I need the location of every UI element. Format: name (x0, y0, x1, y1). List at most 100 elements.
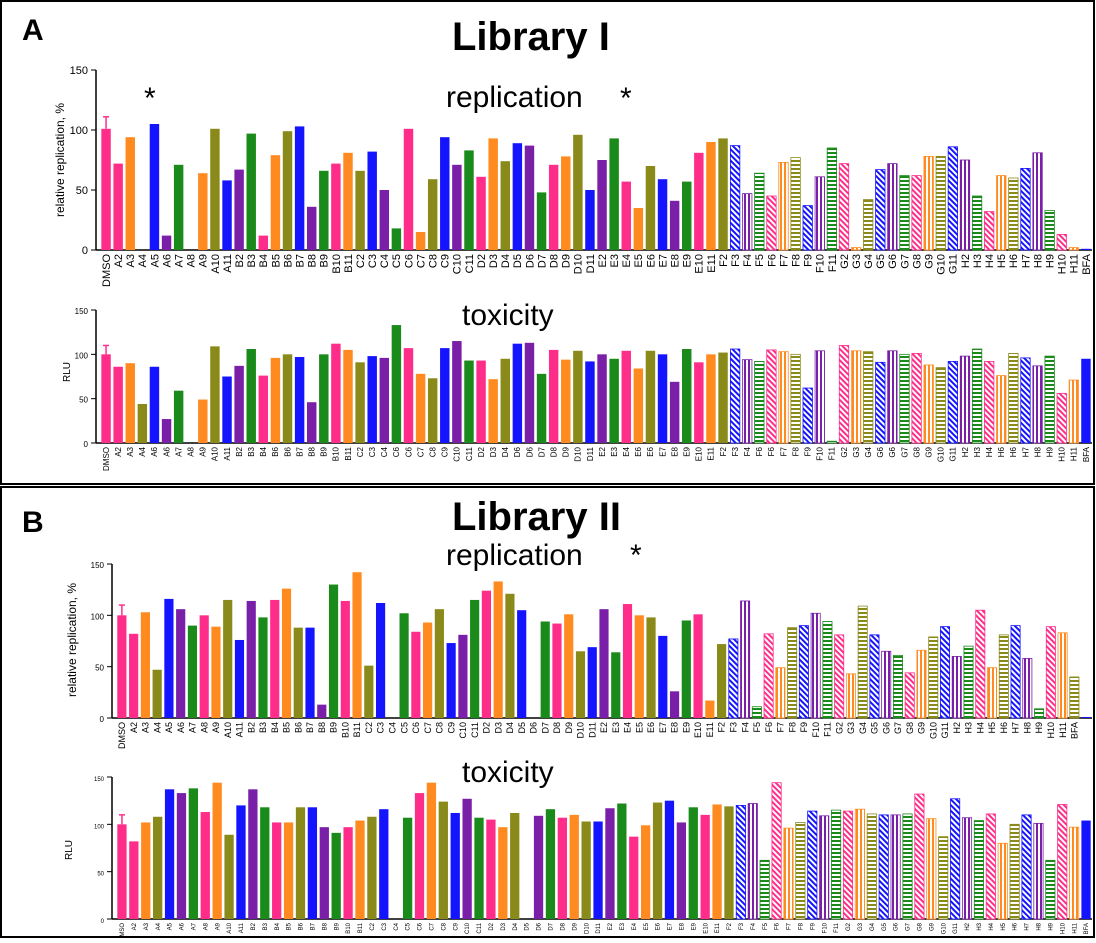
bar (164, 598, 174, 718)
bar (224, 834, 234, 919)
x-tick-label: A2 (129, 722, 139, 733)
bar (705, 700, 715, 718)
bar (795, 822, 806, 920)
x-tick-label: A4 (138, 446, 147, 456)
x-tick-label: G9 (924, 254, 936, 269)
x-tick-label: E6 (646, 722, 656, 733)
x-tick-label: DMSO (120, 923, 126, 938)
bar (564, 614, 574, 718)
bar (866, 813, 877, 920)
x-tick-label: B10 (340, 722, 350, 738)
x-tick-label: C8 (428, 446, 437, 457)
x-tick-label: G3 (851, 254, 863, 269)
x-tick-label: B6 (299, 922, 305, 930)
bar (306, 206, 317, 250)
bar (234, 365, 244, 443)
bar (902, 813, 913, 920)
x-tick-label: B11 (343, 254, 355, 273)
x-tick-label: F10 (811, 722, 821, 738)
x-tick-label: D6 (525, 446, 534, 457)
bar (210, 128, 220, 250)
bar (842, 810, 854, 920)
bar (935, 367, 946, 444)
bar (223, 599, 233, 718)
bar (427, 378, 438, 443)
bar (759, 859, 770, 920)
x-tick-label: E10 (703, 922, 709, 933)
bar (125, 363, 135, 443)
bar (415, 373, 426, 443)
bar (152, 669, 162, 718)
x-tick-label: D2 (482, 722, 492, 734)
x-tick-label: A10 (227, 922, 233, 933)
bar (742, 359, 753, 444)
bar (778, 161, 789, 251)
bar (664, 800, 675, 919)
bar (282, 354, 293, 443)
chart-b-toxicity-ylabel: RLU (64, 840, 75, 860)
x-tick-label: B8 (317, 722, 327, 733)
x-tick-label: BFA (1082, 446, 1091, 462)
bar (1033, 822, 1044, 920)
x-tick-label: G9 (917, 722, 927, 734)
bar (783, 827, 794, 920)
bar (826, 147, 838, 251)
x-tick-label: E8 (670, 722, 680, 733)
x-tick-label: B9 (320, 446, 329, 456)
bar (694, 362, 704, 443)
bar (234, 169, 244, 250)
x-tick-label: B7 (294, 254, 306, 267)
bar (493, 581, 503, 718)
x-tick-label: E11 (707, 446, 716, 460)
x-tick-label: D6 (537, 922, 543, 930)
x-tick-label: D8 (549, 254, 561, 268)
bar (1045, 626, 1056, 719)
x-tick-label: D10 (573, 254, 585, 274)
bar (609, 138, 619, 250)
x-tick-label: G8 (918, 922, 924, 931)
bar (787, 627, 798, 719)
x-tick-label: E6 (646, 446, 655, 456)
x-tick-label: D8 (560, 922, 566, 930)
y-tick-label: 100 (75, 351, 89, 360)
bar (838, 345, 850, 444)
x-tick-label: B10 (331, 254, 343, 274)
x-tick-label: B11 (352, 722, 362, 737)
x-tick-label: A5 (164, 722, 174, 733)
x-tick-label: B5 (270, 254, 282, 267)
x-tick-label: C11 (470, 722, 480, 738)
bar (657, 354, 668, 443)
bar (754, 172, 765, 251)
bar (940, 626, 950, 719)
bar (742, 193, 753, 251)
x-tick-label: D8 (549, 446, 558, 457)
x-tick-label: B6 (282, 254, 294, 267)
bar (875, 361, 886, 444)
bar (161, 235, 172, 250)
x-tick-label: G2 (840, 446, 849, 457)
x-tick-label: H4 (989, 922, 995, 930)
x-tick-label: D10 (584, 922, 590, 934)
bar (476, 360, 486, 443)
bar (928, 636, 939, 719)
x-tick-label: B4 (258, 254, 270, 267)
bar (1021, 814, 1032, 920)
bar (481, 590, 491, 718)
x-tick-label: F10 (822, 922, 828, 933)
bar (1057, 804, 1068, 920)
x-tick-label: G6 (887, 254, 899, 269)
bar (198, 399, 208, 443)
x-tick-label: D8 (552, 722, 562, 734)
x-tick-label: H11 (1072, 922, 1078, 933)
x-tick-label: C4 (387, 722, 397, 734)
x-tick-label: G11 (948, 254, 960, 274)
bar (826, 440, 838, 444)
bar (822, 621, 833, 719)
bar (117, 615, 127, 718)
x-tick-label: C3 (382, 922, 388, 930)
bar (688, 807, 698, 919)
x-tick-label: F11 (827, 254, 839, 272)
y-tick-label: 0 (101, 919, 105, 925)
